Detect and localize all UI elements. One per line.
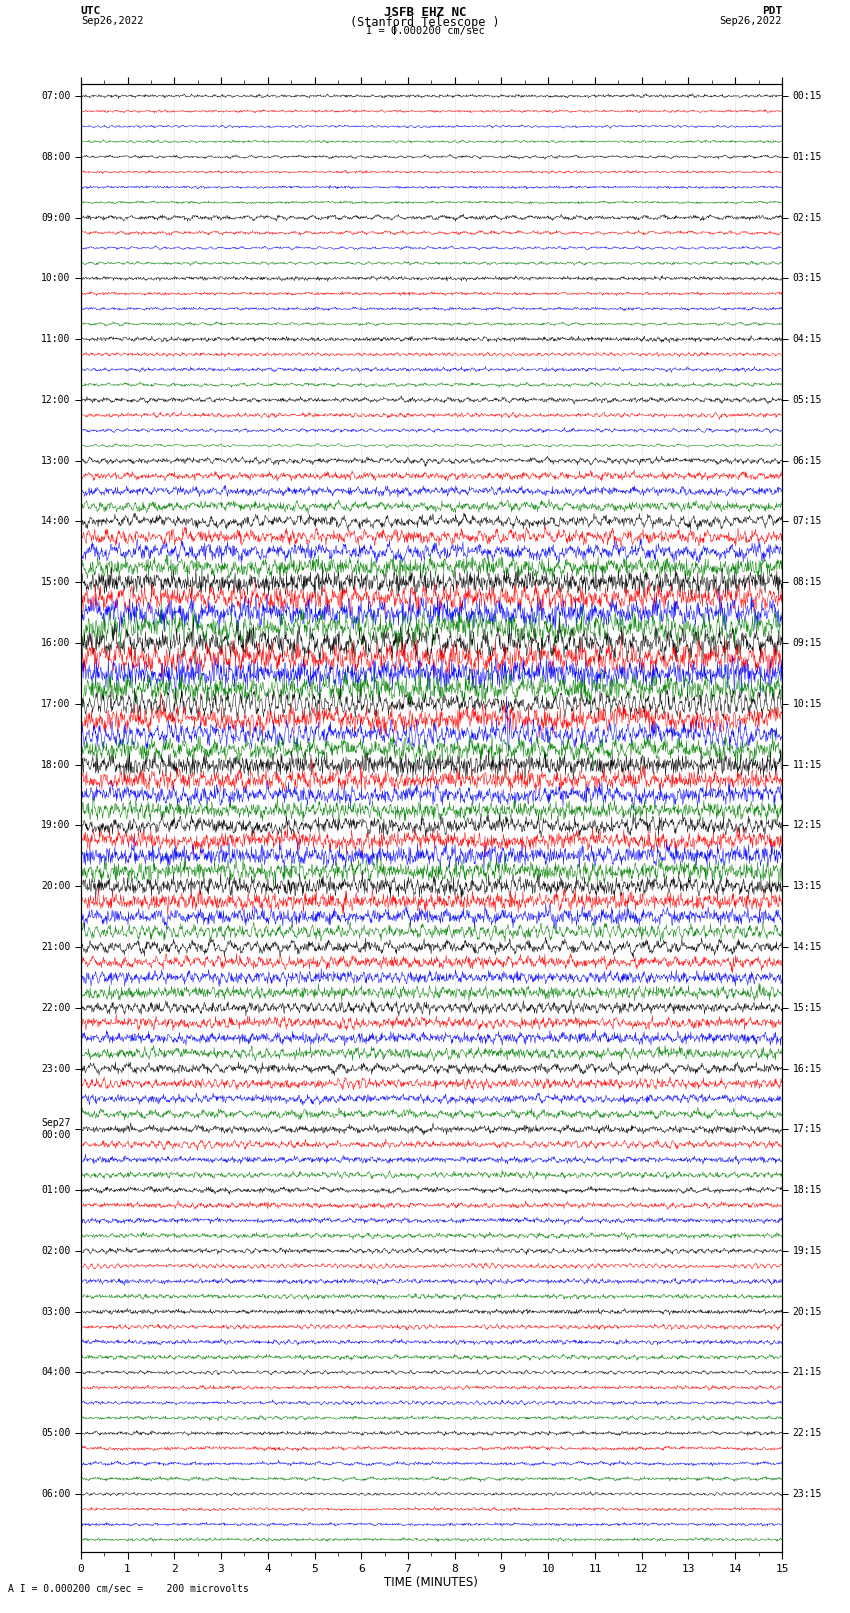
Text: JSFB EHZ NC: JSFB EHZ NC — [383, 5, 467, 19]
X-axis label: TIME (MINUTES): TIME (MINUTES) — [384, 1576, 479, 1589]
Text: PDT: PDT — [762, 5, 782, 16]
Text: I = 0.000200 cm/sec: I = 0.000200 cm/sec — [366, 26, 484, 35]
Text: Sep26,2022: Sep26,2022 — [81, 16, 144, 26]
Text: UTC: UTC — [81, 5, 101, 16]
Text: A I = 0.000200 cm/sec =    200 microvolts: A I = 0.000200 cm/sec = 200 microvolts — [8, 1584, 249, 1594]
Text: (Stanford Telescope ): (Stanford Telescope ) — [350, 16, 500, 29]
Text: Sep26,2022: Sep26,2022 — [719, 16, 782, 26]
